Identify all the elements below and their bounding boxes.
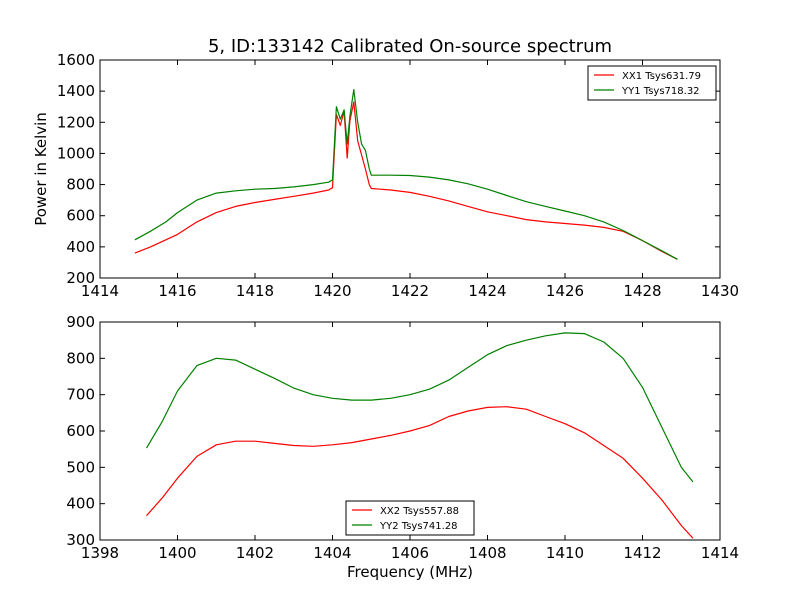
lower-y-tick-label: 400	[66, 495, 95, 513]
upper-y-tick-label: 1400	[57, 82, 95, 100]
upper-legend-label-1: XX1 Tsys631.79	[622, 71, 701, 82]
upper-x-tick-label: 1416	[158, 282, 196, 300]
upper-x-tick-label: 1426	[546, 282, 584, 300]
lower-legend-label-1: XX2 Tsys557.88	[380, 506, 459, 517]
upper-x-tick-label: 1430	[701, 282, 739, 300]
upper-y-tick-label: 800	[66, 176, 95, 194]
lower-x-tick-label: 1398	[81, 544, 119, 562]
lower-legend-label-2: YY2 Tsys741.28	[379, 521, 458, 532]
upper-y-tick-label: 200	[66, 269, 95, 287]
upper-legend: XX1 Tsys631.79 YY1 Tsys718.32	[587, 65, 717, 101]
upper-x-tick-label: 1422	[391, 282, 429, 300]
upper-y-axis-label: Power in Kelvin	[32, 112, 50, 226]
lower-y-tick-label: 800	[66, 349, 95, 367]
lower-x-tick-label: 1402	[236, 544, 274, 562]
lower-x-tick-label: 1408	[468, 544, 506, 562]
lower-x-tick-label: 1406	[391, 544, 429, 562]
upper-x-tick-label: 1428	[623, 282, 661, 300]
lower-y-tick-label: 600	[66, 422, 95, 440]
upper-series-line-1	[134, 101, 678, 260]
upper-legend-box	[587, 65, 717, 101]
upper-x-tick-label: 1418	[236, 282, 274, 300]
upper-legend-label-2: YY1 Tsys718.32	[621, 86, 700, 97]
lower-panel: 1398 1400 1402 1404 1406 1408 1410 1412 1414 300 4…	[66, 313, 739, 562]
lower-y-tick-label: 500	[66, 458, 95, 476]
upper-series-line-2	[134, 89, 678, 260]
upper-x-tick-label: 1414	[81, 282, 119, 300]
chart-title: 5, ID:133142 Calibrated On-source spectr…	[208, 36, 612, 57]
upper-y-tick-label: 600	[66, 207, 95, 225]
lower-y-tick-label: 300	[66, 531, 95, 549]
lower-x-tick-label: 1404	[313, 544, 351, 562]
upper-y-tick-label: 400	[66, 238, 95, 256]
lower-y-tick-label: 900	[66, 313, 95, 331]
lower-x-tick-label: 1410	[546, 544, 584, 562]
lower-legend: XX2 Tsys557.88 YY2 Tsys741.28	[345, 500, 475, 536]
lower-x-tick-label: 1400	[158, 544, 196, 562]
lower-x-tick-label: 1414	[701, 544, 739, 562]
lower-legend-box	[345, 500, 475, 536]
upper-y-tick-label: 1600	[57, 51, 95, 69]
upper-panel: 1414 1416 1418 1420 1422 1424 1426 1428 1430 200 4…	[57, 51, 739, 300]
lower-series-line-1	[146, 406, 694, 539]
lower-x-tick-label: 1412	[623, 544, 661, 562]
upper-x-tick-label: 1424	[468, 282, 506, 300]
upper-y-tick-label: 1000	[57, 144, 95, 162]
lower-y-tick-label: 700	[66, 386, 95, 404]
lower-x-axis-label: Frequency (MHz)	[347, 563, 473, 581]
lower-series-line-2	[145, 332, 694, 483]
upper-x-tick-label: 1420	[313, 282, 351, 300]
upper-y-tick-label: 1200	[57, 113, 95, 131]
